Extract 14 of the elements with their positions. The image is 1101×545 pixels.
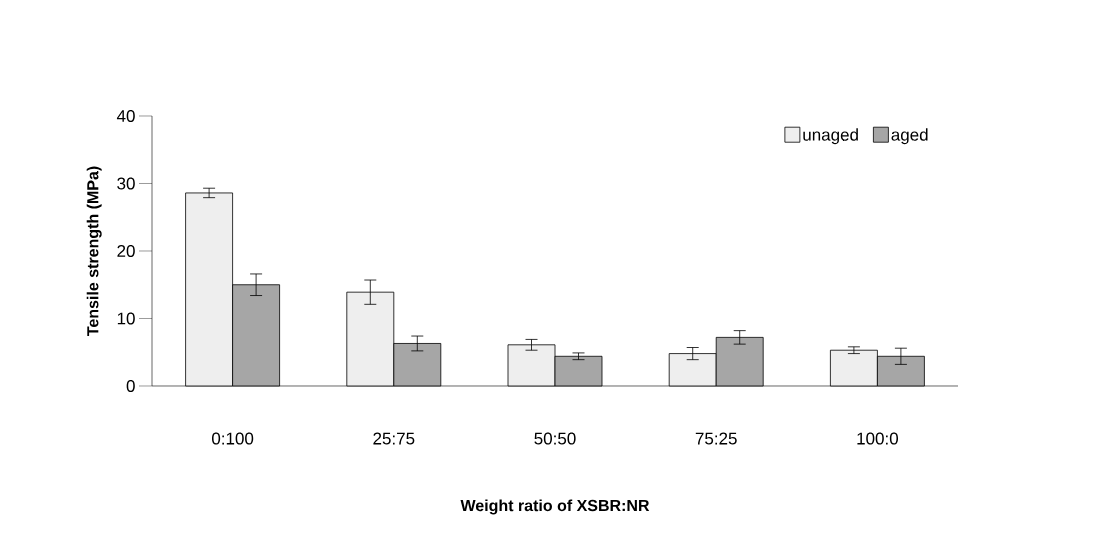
y-tick-label: 20 bbox=[117, 244, 135, 258]
y-axis-title: Tensile strength (MPa) bbox=[86, 166, 102, 337]
x-axis-title: Weight ratio of XSBR:NR bbox=[460, 499, 650, 515]
x-tick-label: 25:75 bbox=[373, 432, 415, 445]
legend-label: unaged bbox=[803, 128, 858, 145]
x-tick-label: 100:0 bbox=[857, 432, 899, 445]
y-tick-label: 10 bbox=[117, 312, 135, 325]
y-tick-label: 40 bbox=[116, 109, 135, 123]
x-tick-label: 0:100 bbox=[211, 432, 254, 445]
x-tick-label: 50:50 bbox=[534, 432, 576, 445]
x-tick-label: 75:25 bbox=[695, 432, 737, 445]
y-tick-label: 30 bbox=[117, 177, 135, 190]
y-tick-label: 0 bbox=[126, 379, 135, 393]
legend-label: aged bbox=[891, 128, 928, 145]
